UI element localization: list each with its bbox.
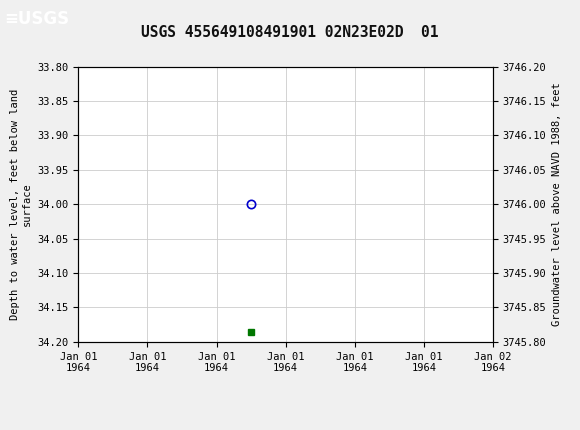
Text: USGS 455649108491901 02N23E02D  01: USGS 455649108491901 02N23E02D 01 <box>142 25 438 40</box>
Y-axis label: Depth to water level, feet below land
surface: Depth to water level, feet below land su… <box>10 89 32 320</box>
Legend: Period of approved data: Period of approved data <box>183 429 389 430</box>
Y-axis label: Groundwater level above NAVD 1988, feet: Groundwater level above NAVD 1988, feet <box>552 83 562 326</box>
Text: ≡USGS: ≡USGS <box>5 10 70 28</box>
